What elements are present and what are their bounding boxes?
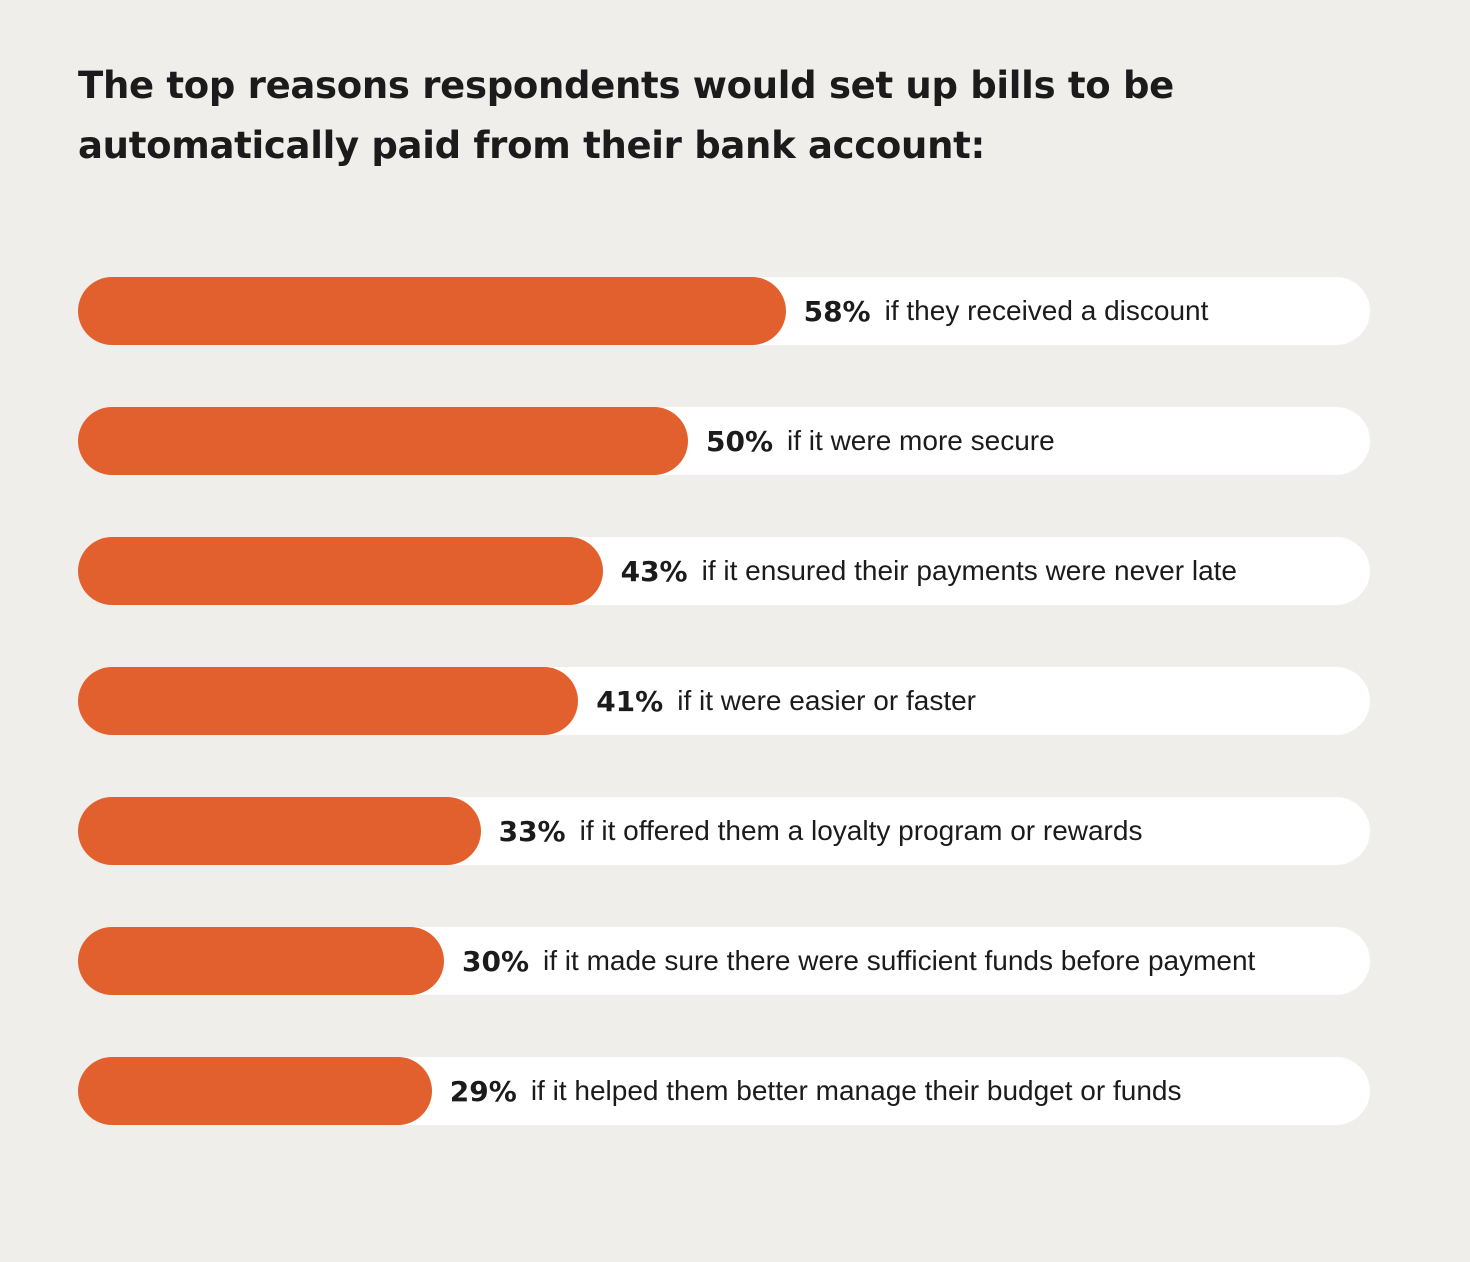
value-label: 58% — [803, 294, 871, 328]
category-label: if it ensured their payments were never … — [701, 555, 1238, 586]
bar-track: 41% if it were easier or faster — [78, 667, 1370, 735]
bar — [78, 537, 603, 605]
value-label: 50% — [706, 424, 774, 458]
bar-label: 29% if it helped them better manage their… — [450, 1057, 1182, 1125]
bar — [78, 667, 579, 735]
category-label: if it helped them better manage their bu… — [530, 1075, 1182, 1106]
value-label: 33% — [498, 814, 566, 848]
value-label: 43% — [620, 554, 688, 588]
bar-label: 30% if it made sure there were sufficient… — [462, 927, 1255, 995]
category-label: if it offered them a loyalty program or … — [579, 815, 1143, 846]
bar-track: 58% if they received a discount — [78, 277, 1370, 345]
bar-track: 33% if it offered them a loyalty program … — [78, 797, 1370, 865]
bar-label: 50% if it were more secure — [706, 407, 1055, 475]
bar-label: 58% if they received a discount — [804, 277, 1209, 345]
bar-track: 29% if it helped them better manage their… — [78, 1057, 1370, 1125]
bar-label: 33% if it offered them a loyalty program … — [499, 797, 1143, 865]
bar — [78, 277, 786, 345]
bar-track: 30% if it made sure there were sufficient… — [78, 927, 1370, 995]
category-label: if it were more secure — [787, 425, 1055, 456]
bar — [78, 927, 444, 995]
bar-label: 41% if it were easier or faster — [596, 667, 976, 735]
value-label: 41% — [596, 684, 664, 718]
bar-track: 50% if it were more secure — [78, 407, 1370, 475]
chart-title: The top reasons respondents would set up… — [78, 64, 1174, 167]
bar — [78, 797, 481, 865]
bar — [78, 407, 688, 475]
bar-label: 43% if it ensured their payments were nev… — [621, 537, 1237, 605]
bar — [78, 1057, 432, 1125]
value-label: 29% — [449, 1074, 517, 1108]
category-label: if they received a discount — [884, 295, 1209, 326]
value-label: 30% — [462, 944, 530, 978]
bar-track: 43% if it ensured their payments were nev… — [78, 537, 1370, 605]
category-label: if it made sure there were sufficient fu… — [543, 945, 1256, 976]
category-label: if it were easier or faster — [677, 685, 976, 716]
